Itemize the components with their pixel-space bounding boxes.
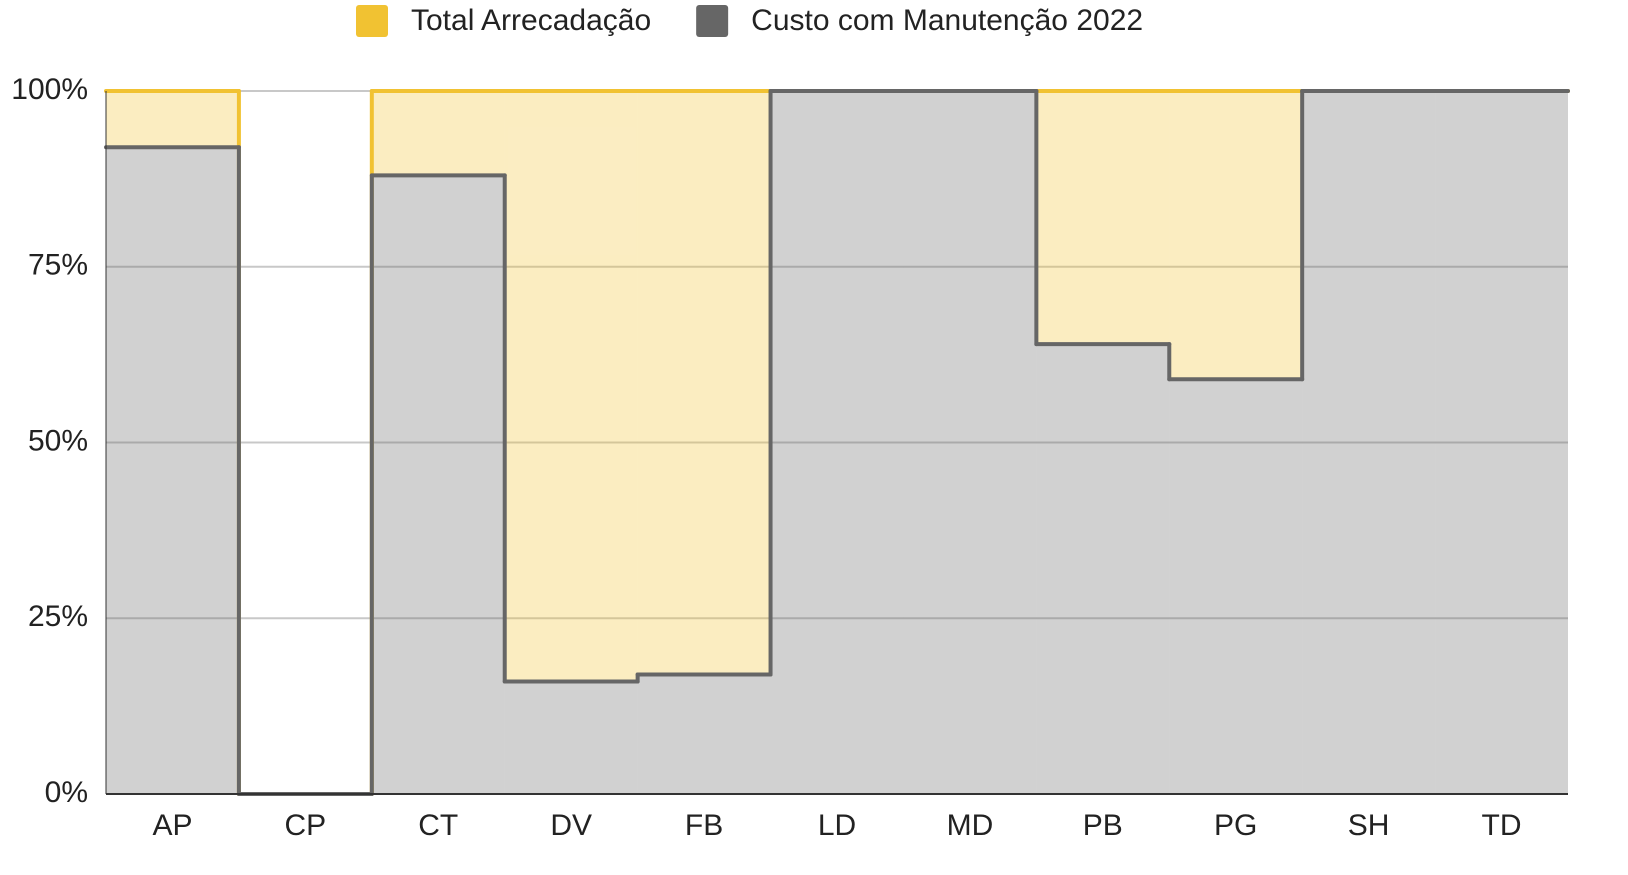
x-tick-label: FB xyxy=(685,809,723,842)
y-tick-label: 75% xyxy=(28,249,88,282)
area-segment xyxy=(1169,91,1303,380)
area-segment xyxy=(106,147,239,795)
area-segment xyxy=(1036,91,1170,345)
area-segment xyxy=(1435,91,1568,794)
area-segment xyxy=(504,91,638,682)
x-tick-label: CT xyxy=(418,809,458,842)
x-tick-label: PB xyxy=(1083,809,1123,842)
y-tick-label: 0% xyxy=(45,776,88,809)
legend-label: Custo com Manutenção 2022 xyxy=(751,4,1143,37)
area-segment xyxy=(770,91,904,794)
x-tick-label: MD xyxy=(947,809,994,842)
area-segment xyxy=(371,91,505,176)
y-tick-label: 25% xyxy=(28,600,88,633)
area-segment xyxy=(371,175,505,795)
legend-label: Total Arrecadação xyxy=(411,4,651,37)
x-tick-label: CP xyxy=(285,809,327,842)
x-tick-label: SH xyxy=(1348,809,1390,842)
x-tick-label: LD xyxy=(818,809,856,842)
area-segment xyxy=(637,674,771,794)
area-segment xyxy=(504,681,638,794)
x-tick-label: TD xyxy=(1482,809,1522,842)
area-segment xyxy=(1302,91,1436,794)
area-segment xyxy=(903,91,1037,794)
area-segment xyxy=(1169,379,1303,794)
area-segment xyxy=(106,91,239,148)
y-tick-label: 50% xyxy=(28,424,88,457)
area-segment xyxy=(637,91,771,675)
legend-swatch xyxy=(696,5,729,37)
legend-swatch xyxy=(356,5,388,37)
y-tick-label: 100% xyxy=(11,73,88,106)
x-tick-label: AP xyxy=(152,809,192,842)
x-tick-label: PG xyxy=(1214,809,1257,842)
area-segment xyxy=(1036,344,1170,794)
x-tick-label: DV xyxy=(550,809,592,842)
